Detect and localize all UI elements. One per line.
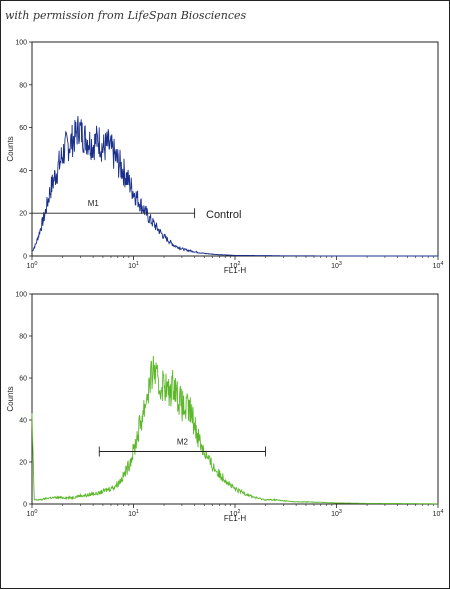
x-tick-label: 100	[27, 261, 38, 270]
credit-text: with permission from LifeSpan Bioscience…	[5, 9, 247, 22]
y-tick-label: 100	[15, 40, 27, 47]
x-tick-label: 100	[27, 509, 38, 518]
x-tick-label: 101	[128, 261, 139, 270]
y-tick-label: 60	[19, 125, 27, 132]
y-axis-title: Counts	[6, 136, 15, 161]
x-tick-label: 103	[331, 509, 342, 518]
x-tick-label: 104	[433, 261, 444, 270]
y-tick-label: 0	[23, 254, 27, 261]
x-tick-label: 102	[230, 509, 241, 518]
x-axis-title: FL1-H	[224, 514, 246, 523]
x-tick-label: 101	[128, 509, 139, 518]
chart-panel-2: 0 20 40 60 80 100 100 101 102 103 104 FL1-H Counts M2	[6, 292, 443, 524]
x-tick-label: 102	[230, 261, 241, 270]
histogram-series-line	[31, 355, 438, 505]
x-tick-label: 103	[331, 261, 342, 270]
x-tick-label: 104	[433, 509, 444, 518]
y-tick-label: 80	[19, 334, 27, 341]
plot-area	[31, 293, 439, 505]
y-axis-title: Counts	[6, 386, 15, 411]
x-axis-title: FL1-H	[224, 266, 246, 275]
marker-label: M1	[88, 199, 100, 208]
y-tick-label: 0	[23, 502, 27, 509]
y-tick-label: 20	[19, 211, 27, 218]
y-tick-label: 40	[19, 168, 27, 175]
chart-panel-1: 0 20 40 60 80 100 100 101 102 103 104 FL1-H Counts M1…	[6, 40, 443, 276]
y-tick-label: 100	[15, 292, 27, 299]
annotation-text: Control	[206, 209, 241, 221]
marker-label: M2	[177, 438, 189, 447]
y-tick-label: 80	[19, 82, 27, 89]
y-tick-label: 40	[19, 418, 27, 425]
histogram-series-line	[31, 116, 438, 257]
y-tick-label: 60	[19, 376, 27, 383]
y-tick-label: 20	[19, 460, 27, 467]
